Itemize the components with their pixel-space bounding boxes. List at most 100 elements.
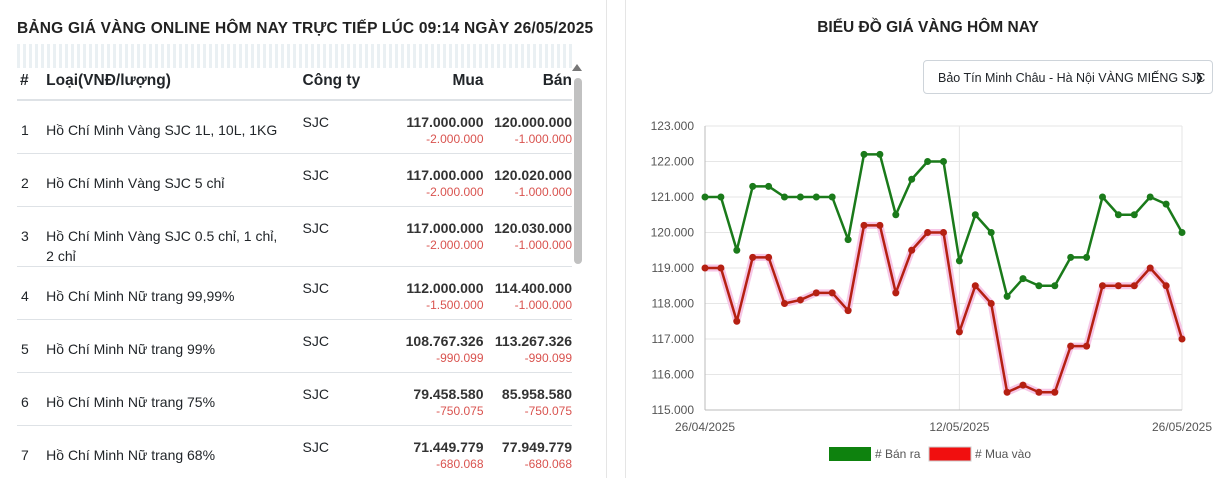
- legend-swatch: [829, 447, 871, 461]
- series-point: [987, 229, 995, 236]
- series-point: [908, 175, 916, 183]
- col-header-type: Loại(VNĐ/lượng): [46, 62, 303, 101]
- table-row: 1 Hồ Chí Minh Vàng SJC 1L, 10L, 1KG SJC 117…: [17, 100, 572, 154]
- x-tick-label: 12/05/2025: [929, 420, 989, 434]
- series-point: [1067, 253, 1075, 261]
- row-index: 2: [21, 174, 29, 191]
- panel-divider-right: [625, 0, 626, 478]
- y-tick-label: 120.000: [651, 226, 695, 240]
- row-type: Hồ Chí Minh Nữ trang 75%: [46, 393, 216, 410]
- y-tick-label: 118.000: [652, 297, 695, 311]
- y-tick-label: 116.000: [652, 368, 695, 382]
- row-index: 3: [21, 227, 29, 244]
- row-company: SJC: [302, 166, 329, 183]
- price-table: # Loại(VNĐ/lượng) Công ty Mua Bán 1 Hồ Ch…: [17, 62, 572, 478]
- row-sell-price: 85.958.580: [501, 385, 572, 402]
- price-table-title: BẢNG GIÁ VÀNG ONLINE HÔM NAY TRỰC TIẾP L…: [17, 20, 594, 37]
- row-buy-price: 117.000.000: [406, 114, 484, 130]
- series-point: [1130, 211, 1138, 219]
- series-point: [1114, 211, 1122, 219]
- row-sell-price: 120.000.000: [494, 114, 572, 130]
- row-sell-price: 77.949.779: [501, 438, 572, 455]
- series-point: [733, 317, 741, 325]
- series-point: [1019, 381, 1027, 389]
- row-sell-change: -1.000.000: [514, 237, 572, 252]
- series-point: [844, 307, 852, 315]
- row-buy-price: 112.000.000: [406, 279, 484, 296]
- row-sell-price: 114.400.000: [494, 279, 572, 296]
- price-table-panel: BẢNG GIÁ VÀNG ONLINE HÔM NAY TRỰC TIẾP L…: [0, 0, 606, 478]
- row-sell-change: -1.000.000: [514, 297, 572, 312]
- row-buy-price: 108.767.326: [405, 332, 484, 349]
- y-tick-label: 121.000: [651, 190, 695, 204]
- legend-label: # Mua vào: [975, 447, 1031, 461]
- row-buy-change: -2.000.000: [426, 132, 484, 146]
- series-point: [1035, 282, 1043, 290]
- row-company: SJC: [302, 219, 329, 236]
- series-point: [781, 193, 788, 201]
- series-point: [749, 253, 757, 261]
- series-point: [1051, 388, 1059, 396]
- product-select[interactable]: Bảo Tín Minh Châu - Hà Nội VÀNG MIẾNG SJ…: [923, 60, 1213, 94]
- col-header-company: Công ty: [302, 62, 394, 101]
- row-buy-price: 117.000.000: [406, 166, 484, 183]
- row-buy-change: -2.000.000: [426, 237, 484, 252]
- series-point: [908, 246, 916, 254]
- scroll-up-arrow-icon[interactable]: [572, 64, 582, 71]
- row-index: 7: [21, 446, 29, 463]
- y-tick-label: 123.000: [651, 119, 695, 133]
- row-sell-price: 120.020.000: [494, 166, 572, 183]
- row-buy-price: 79.458.580: [413, 385, 484, 402]
- row-type: Hồ Chí Minh Nữ trang 68%: [46, 446, 216, 463]
- row-buy-price: 71.449.779: [413, 438, 484, 455]
- series-point: [1003, 292, 1011, 300]
- series-point: [812, 289, 820, 297]
- row-buy-change: -2.000.000: [426, 184, 484, 199]
- series-point: [860, 150, 868, 158]
- series-point: [940, 158, 947, 165]
- table-row: 4 Hồ Chí Minh Nữ trang 99,99% SJC 112.000.0…: [17, 266, 572, 320]
- row-index: 5: [21, 340, 29, 357]
- col-header-buy: Mua: [393, 62, 484, 101]
- series-point: [701, 193, 709, 201]
- row-type: Hồ Chí Minh Nữ trang 99,99%: [46, 287, 235, 304]
- price-table-scroll-area[interactable]: # Loại(VNĐ/lượng) Công ty Mua Bán 1 Hồ Ch…: [17, 62, 572, 478]
- row-company: SJC: [302, 332, 329, 349]
- x-tick-label: 26/05/2025: [1152, 420, 1212, 434]
- row-buy-price: 117.000.000: [406, 219, 484, 236]
- row-company: SJC: [302, 279, 329, 296]
- panel-divider: [606, 0, 607, 478]
- series-point: [781, 300, 788, 307]
- series-point: [828, 289, 836, 297]
- gold-price-chart: 115.000 116.000 117.000 118.000 119.000 120.0…: [651, 119, 1212, 462]
- series-point: [717, 193, 725, 201]
- series-point: [892, 211, 900, 219]
- chart-panel-title: BIỂU ĐỒ GIÁ VÀNG HÔM NAY: [817, 19, 1039, 36]
- y-tick-label: 119.000: [652, 261, 695, 275]
- y-tick-label: 122.000: [651, 155, 695, 169]
- row-type: Hồ Chí Minh Vàng SJC 0.5 chỉ, 1 chỉ, 2 c…: [46, 227, 278, 264]
- series-point: [1178, 229, 1186, 236]
- series-point: [1146, 264, 1154, 272]
- series-point: [844, 236, 852, 244]
- series-point: [940, 229, 947, 236]
- table-scrollbar-thumb[interactable]: [574, 78, 582, 264]
- series-point: [924, 158, 932, 165]
- row-sell-change: -990.099: [524, 350, 572, 365]
- series-point: [1003, 388, 1011, 396]
- row-sell-change: -1.000.000: [514, 132, 572, 146]
- series-point: [701, 264, 709, 272]
- row-company: SJC: [302, 114, 329, 130]
- series-point: [765, 182, 773, 190]
- series-point: [987, 300, 995, 307]
- table-row: 3 Hồ Chí Minh Vàng SJC 0.5 chỉ, 1 chỉ, 2 …: [17, 206, 572, 267]
- series-point: [828, 193, 836, 201]
- table-row: 6 Hồ Chí Minh Nữ trang 75% SJC 79.458.580 -7…: [17, 372, 572, 426]
- row-company: SJC: [302, 385, 329, 402]
- x-tick-label: 26/04/2025: [675, 420, 735, 434]
- series-line-glow: [705, 221, 1186, 396]
- series-point: [1019, 275, 1027, 283]
- series-point: [717, 264, 725, 272]
- series-point: [796, 193, 804, 201]
- series-point: [796, 296, 804, 304]
